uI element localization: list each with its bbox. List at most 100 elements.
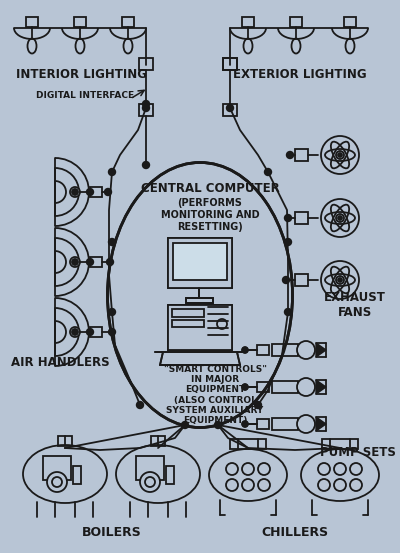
Bar	[43, 456, 71, 480]
Circle shape	[108, 169, 116, 175]
Bar	[90, 327, 102, 337]
Bar	[223, 58, 237, 70]
Circle shape	[284, 215, 292, 222]
Bar	[295, 149, 308, 161]
Bar	[139, 104, 153, 116]
Circle shape	[338, 216, 342, 220]
Bar	[344, 17, 356, 27]
Circle shape	[70, 187, 80, 197]
Polygon shape	[316, 380, 326, 394]
Circle shape	[336, 151, 344, 159]
Text: "SMART CONTROLS"
IN MAJOR
EQUIPMENT
(ALSO CONTROL
SYSTEM AUXILIARY
EQUIPMENT): "SMART CONTROLS" IN MAJOR EQUIPMENT (ALS…	[164, 364, 266, 425]
Bar	[295, 274, 308, 286]
Bar	[136, 456, 164, 480]
Circle shape	[108, 328, 116, 336]
Circle shape	[297, 341, 315, 359]
Bar	[223, 104, 237, 116]
Circle shape	[350, 479, 362, 491]
Bar	[172, 309, 204, 317]
Text: PUMP SETS: PUMP SETS	[320, 446, 396, 458]
Bar	[257, 382, 269, 392]
Ellipse shape	[108, 163, 292, 427]
Circle shape	[108, 309, 116, 316]
Circle shape	[108, 238, 116, 246]
Bar	[168, 238, 232, 288]
Circle shape	[242, 384, 248, 390]
Bar	[242, 17, 254, 27]
Bar	[257, 345, 269, 355]
Bar	[223, 58, 237, 70]
Circle shape	[334, 479, 346, 491]
Circle shape	[336, 276, 344, 284]
Circle shape	[242, 463, 254, 475]
Circle shape	[86, 328, 94, 336]
Circle shape	[142, 161, 150, 169]
Circle shape	[350, 463, 362, 475]
Bar	[186, 298, 213, 303]
Bar	[290, 17, 302, 27]
Circle shape	[318, 463, 330, 475]
Circle shape	[47, 472, 67, 492]
Circle shape	[338, 153, 342, 157]
Circle shape	[242, 347, 248, 353]
Text: CHILLERS: CHILLERS	[262, 526, 328, 540]
Text: EXTERIOR LIGHTING: EXTERIOR LIGHTING	[233, 69, 367, 81]
Bar	[272, 344, 298, 356]
Text: BOILERS: BOILERS	[82, 526, 142, 540]
Text: INTERIOR LIGHTING: INTERIOR LIGHTING	[16, 69, 148, 81]
Circle shape	[214, 421, 222, 429]
Bar	[74, 17, 86, 27]
Bar	[168, 238, 232, 288]
Circle shape	[226, 479, 238, 491]
Circle shape	[242, 347, 248, 353]
Bar	[230, 439, 266, 449]
Bar	[168, 305, 232, 350]
Circle shape	[136, 401, 144, 409]
Circle shape	[282, 276, 290, 284]
Circle shape	[70, 327, 80, 337]
Circle shape	[284, 309, 292, 316]
Bar	[322, 439, 358, 449]
Circle shape	[106, 258, 114, 265]
Circle shape	[86, 258, 94, 265]
Circle shape	[226, 105, 234, 112]
Bar	[90, 187, 102, 197]
Text: EXHAUST
FANS: EXHAUST FANS	[324, 291, 386, 319]
Circle shape	[226, 463, 238, 475]
Bar	[139, 58, 153, 70]
Circle shape	[318, 479, 330, 491]
Bar	[172, 320, 204, 327]
Bar	[173, 243, 227, 280]
Circle shape	[254, 401, 262, 409]
Circle shape	[297, 415, 315, 433]
Circle shape	[242, 384, 248, 390]
Bar	[166, 466, 174, 484]
Circle shape	[104, 189, 112, 196]
Bar	[168, 305, 232, 350]
Bar	[186, 298, 213, 303]
Circle shape	[140, 472, 160, 492]
Circle shape	[297, 378, 315, 396]
Bar	[122, 17, 134, 27]
Text: DIGITAL INTERFACE: DIGITAL INTERFACE	[36, 91, 134, 101]
Bar	[26, 17, 38, 27]
Bar	[58, 436, 72, 446]
Bar	[272, 381, 298, 393]
Text: AIR HANDLERS: AIR HANDLERS	[11, 356, 109, 368]
Bar	[272, 418, 298, 430]
Bar	[73, 466, 81, 484]
Circle shape	[258, 463, 270, 475]
Circle shape	[72, 189, 78, 195]
Bar	[151, 436, 165, 446]
Circle shape	[334, 463, 346, 475]
Circle shape	[72, 329, 78, 335]
Ellipse shape	[116, 445, 200, 503]
Circle shape	[182, 421, 188, 429]
Bar	[172, 320, 204, 327]
Circle shape	[336, 214, 344, 222]
Ellipse shape	[23, 445, 107, 503]
Polygon shape	[316, 417, 326, 431]
Circle shape	[264, 169, 272, 175]
Bar	[173, 243, 227, 280]
Circle shape	[142, 105, 150, 112]
